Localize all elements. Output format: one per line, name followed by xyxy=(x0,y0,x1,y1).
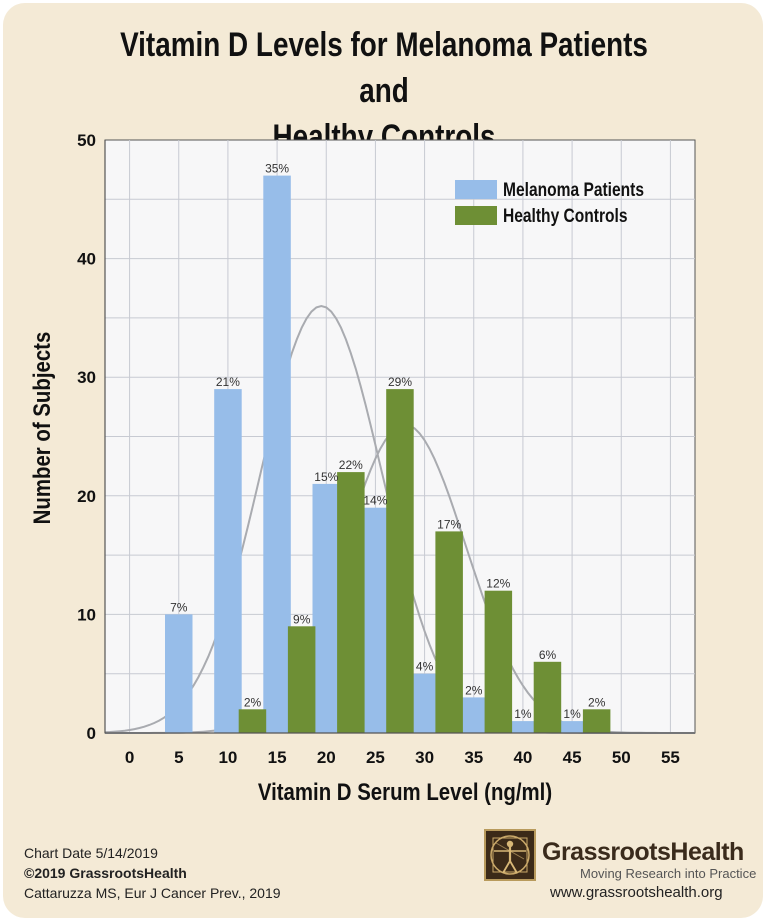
data-label: 35% xyxy=(265,162,289,176)
data-label-layer: 7% 21% 35% 15% 14% 4% 2% 1% 1% 2% 9% 22% 29% 17% 12% 6%… xyxy=(170,162,606,721)
data-label: 17% xyxy=(437,517,461,531)
bar-melanoma xyxy=(460,697,488,733)
y-axis-label: Number of Subjects xyxy=(28,332,55,525)
chart-date: Chart Date 5/14/2019 xyxy=(24,845,158,861)
x-tick-label: 5 xyxy=(174,748,183,767)
bar-controls xyxy=(238,709,267,733)
bar-melanoma xyxy=(214,389,242,733)
bar-melanoma xyxy=(361,507,390,733)
copyright: ©2019 GrassrootsHealth xyxy=(24,865,187,881)
footer-credits: Chart Date 5/14/2019 ©2019 GrassrootsHea… xyxy=(24,843,281,903)
bar-controls xyxy=(484,590,513,733)
legend-label-controls: Healthy Controls xyxy=(503,205,628,227)
data-label: 14% xyxy=(363,494,387,508)
data-label: 12% xyxy=(486,577,510,591)
bar-controls xyxy=(533,661,562,733)
bar-melanoma xyxy=(558,721,586,733)
data-label: 29% xyxy=(388,375,412,389)
bar-controls xyxy=(435,531,463,733)
brand-name: GrassrootsHealth xyxy=(542,838,744,866)
chart-title-line-1: Vitamin D Levels for Melanoma Patients a… xyxy=(120,26,648,110)
x-tick-label: 15 xyxy=(268,748,287,767)
x-tick-label: 40 xyxy=(513,748,532,767)
x-tick-label: 25 xyxy=(366,748,385,767)
data-label: 2% xyxy=(465,683,483,697)
legend-swatch-melanoma xyxy=(455,180,497,199)
y-tick-label: 50 xyxy=(77,131,96,150)
brand-tagline: Moving Research into Practice xyxy=(580,866,757,881)
x-tick-label: 35 xyxy=(464,748,483,767)
x-tick-label: 45 xyxy=(563,748,582,767)
y-tick-label: 30 xyxy=(77,368,96,387)
x-tick-label: 20 xyxy=(317,748,336,767)
citation: Cattaruzza MS, Eur J Cancer Prev., 2019 xyxy=(24,885,281,901)
x-tick-label: 50 xyxy=(612,748,631,767)
x-tick-label: 55 xyxy=(661,748,680,767)
bar-melanoma xyxy=(509,721,537,733)
x-tick-label: 10 xyxy=(218,748,237,767)
bar-controls xyxy=(582,709,611,733)
data-label: 7% xyxy=(170,600,188,614)
bar-melanoma xyxy=(165,614,193,733)
brand-url[interactable]: www.grassrootshealth.org xyxy=(550,884,723,901)
x-tick-label: 0 xyxy=(125,748,134,767)
y-tick-label: 0 xyxy=(87,724,96,743)
data-label: 22% xyxy=(339,458,363,472)
data-label: 1% xyxy=(563,707,581,721)
x-tick-label: 30 xyxy=(415,748,434,767)
data-label: 2% xyxy=(244,695,262,709)
bar-melanoma xyxy=(410,673,439,733)
data-label: 15% xyxy=(314,470,338,484)
data-label: 6% xyxy=(539,648,557,662)
legend-swatch-controls xyxy=(455,206,497,225)
y-tick-label: 10 xyxy=(77,605,96,624)
data-label: 4% xyxy=(416,660,434,674)
data-label: 9% xyxy=(293,612,311,626)
y-tick-label: 20 xyxy=(77,487,96,506)
vitruvian-man-icon xyxy=(484,829,536,881)
bar-melanoma xyxy=(263,175,291,734)
bar-controls xyxy=(386,389,414,733)
legend-label-melanoma: Melanoma Patients xyxy=(503,179,644,201)
y-tick-label: 40 xyxy=(77,250,96,269)
bar-controls xyxy=(287,626,316,733)
tick-label-layer: 0 5 10 15 20 25 30 35 40 45 50 55 0 10 20 30 40 50 xyxy=(77,131,680,767)
data-label: 21% xyxy=(216,375,240,389)
bar-layer xyxy=(165,175,611,734)
data-label: 2% xyxy=(588,695,606,709)
x-axis-label: Vitamin D Serum Level (ng/ml) xyxy=(258,778,552,805)
legend: Melanoma Patients Healthy Controls xyxy=(455,179,644,227)
bar-controls xyxy=(337,472,365,733)
data-label: 1% xyxy=(514,707,532,721)
bar-melanoma xyxy=(312,483,340,733)
